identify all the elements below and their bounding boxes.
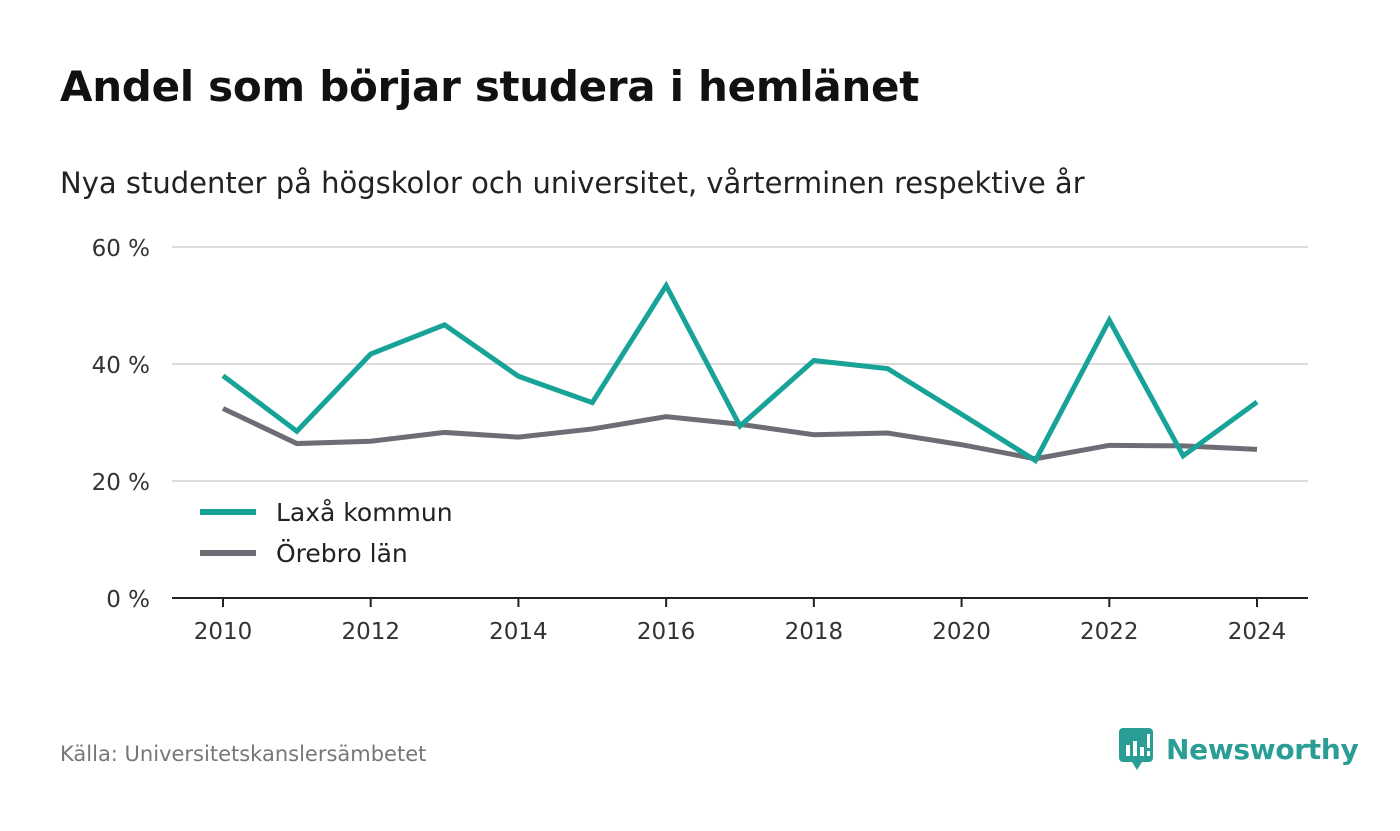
- data-point: [959, 442, 964, 447]
- data-point: [590, 426, 595, 431]
- data-point: [1181, 453, 1186, 458]
- source-note: Källa: Universitetskanslersämbetet: [60, 742, 427, 766]
- legend-label: Örebro län: [276, 539, 408, 568]
- brand-logo: Newsworthy: [1118, 727, 1359, 771]
- series-line: [221, 406, 1258, 462]
- x-tick-label: 2024: [1228, 619, 1287, 645]
- newsworthy-logo-icon: [1119, 728, 1153, 770]
- data-point: [811, 358, 816, 363]
- data-point: [664, 283, 669, 288]
- data-point: [1255, 400, 1260, 405]
- data-point: [738, 424, 743, 429]
- data-point: [1033, 458, 1038, 463]
- data-point: [368, 439, 373, 444]
- data-point: [221, 373, 226, 378]
- data-point: [885, 366, 890, 371]
- data-point: [664, 414, 669, 419]
- data-point: [516, 374, 521, 379]
- data-point: [516, 435, 521, 440]
- data-point: [368, 352, 373, 357]
- x-tick-label: 2018: [785, 619, 844, 645]
- data-point: [811, 432, 816, 437]
- data-point: [294, 441, 299, 446]
- data-point: [590, 400, 595, 405]
- data-point: [885, 431, 890, 436]
- data-point: [442, 322, 447, 327]
- data-point: [1255, 447, 1260, 452]
- data-point: [442, 430, 447, 435]
- chart-title: Andel som börjar studera i hemlänet: [60, 62, 919, 111]
- chart-subtitle: Nya studenter på högskolor och universit…: [60, 166, 1085, 200]
- x-tick-label: 2014: [489, 619, 548, 645]
- x-tick-label: 2020: [932, 619, 991, 645]
- x-tick-label: 2010: [194, 619, 253, 645]
- x-tick-label: 2022: [1080, 619, 1139, 645]
- y-tick-label: 0 %: [106, 587, 150, 613]
- x-tick-label: 2012: [341, 619, 400, 645]
- data-point: [221, 406, 226, 411]
- y-tick-label: 60 %: [92, 236, 150, 262]
- x-tick-label: 2016: [637, 619, 696, 645]
- data-point: [1107, 443, 1112, 448]
- y-tick-label: 20 %: [92, 470, 150, 496]
- data-point: [294, 429, 299, 434]
- data-point: [959, 412, 964, 417]
- series-line: [221, 280, 1259, 465]
- data-point: [1107, 318, 1112, 323]
- y-tick-label: 40 %: [92, 353, 150, 379]
- legend-label: Laxå kommun: [276, 498, 453, 527]
- brand-name: Newsworthy: [1166, 732, 1359, 766]
